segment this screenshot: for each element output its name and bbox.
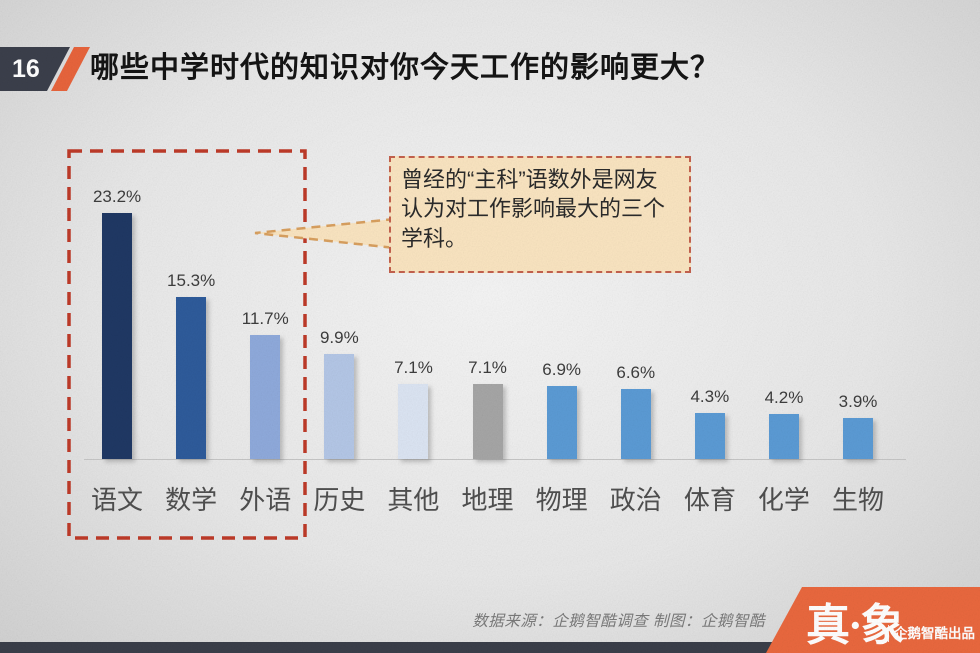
brand-logo-characters: 真·象 <box>806 601 905 650</box>
highlight-dashed-box <box>67 149 307 540</box>
bar-value-label: 7.1% <box>468 358 507 377</box>
bar-value-label: 6.9% <box>542 360 582 379</box>
bar <box>546 386 577 459</box>
slide-number: 16 <box>12 55 40 83</box>
brand-logo: 真·象 企鹅智酷出品 <box>766 587 980 653</box>
bar-column: 9.9% <box>302 140 376 459</box>
bar <box>694 413 725 459</box>
page-title: 哪些中学时代的知识对你今天工作的影响更大？ <box>90 52 721 84</box>
bar-value-label: 3.9% <box>838 392 878 411</box>
bar-value-label: 9.9% <box>319 328 359 347</box>
bar-category-label: 历史 <box>313 485 366 515</box>
bar-category-label: 体育 <box>683 485 736 515</box>
bar-column: 4.2% <box>747 140 821 459</box>
bar <box>472 384 503 459</box>
bar-category-label: 物理 <box>535 485 588 515</box>
bar-category-label: 化学 <box>757 485 810 515</box>
bar-category-label: 其他 <box>387 485 440 515</box>
callout-pointer <box>254 217 396 250</box>
bar <box>843 418 874 459</box>
bar-value-label: 7.1% <box>394 358 433 377</box>
bar-value-label: 4.2% <box>764 388 804 407</box>
bar-category-label: 生物 <box>832 485 885 515</box>
bar <box>324 354 355 459</box>
callout-box: 曾经的“主科”语数外是网友认为对工作影响最大的三个学科。 <box>389 156 691 273</box>
data-source-credits: 数据来源：企鹅智酷调查 制图：企鹅智酷 <box>472 613 765 630</box>
callout-text: 曾经的“主科”语数外是网友认为对工作影响最大的三个学科。 <box>401 167 666 251</box>
bar-category-label: 地理 <box>461 485 514 515</box>
bar-category-label: 政治 <box>609 485 662 515</box>
bar <box>768 414 799 459</box>
bar-value-label: 4.3% <box>690 387 730 406</box>
bar <box>398 384 429 459</box>
bar <box>620 389 651 459</box>
brand-logo-subtitle: 企鹅智酷出品 <box>888 625 975 642</box>
bar-value-label: 6.6% <box>616 363 656 382</box>
bar-column: 3.9% <box>821 140 895 459</box>
